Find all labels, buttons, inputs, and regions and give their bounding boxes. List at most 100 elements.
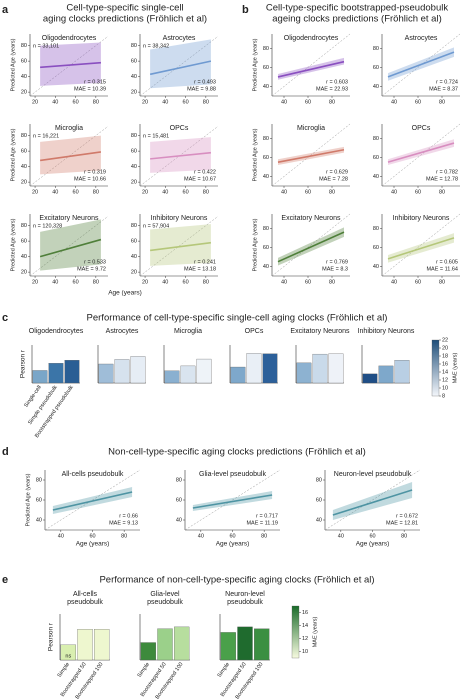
x-tick-label: 60	[415, 189, 421, 195]
panel-letter: c	[2, 312, 8, 324]
x-tick-label: 60	[183, 99, 189, 105]
identity-line	[381, 123, 461, 187]
bar	[48, 363, 64, 384]
y-tick-label: 60	[36, 497, 42, 503]
y-tick-label: 80	[36, 477, 42, 483]
bar	[237, 626, 253, 661]
fit-line	[387, 51, 455, 78]
annotation: r = 0.605	[436, 259, 458, 265]
colorbar	[291, 605, 300, 659]
fit-line	[40, 151, 102, 162]
fit-line	[387, 142, 455, 163]
chart-title: Glia-level pseudobulk	[199, 471, 266, 478]
bar	[114, 359, 130, 384]
x-tick-label: 80	[203, 189, 209, 195]
x-tick-label: 60	[305, 189, 311, 195]
annotation: MAE = 12.78	[426, 176, 458, 182]
band	[150, 39, 211, 89]
y-tick-label: 40	[36, 517, 42, 523]
x-tick-label: 80	[329, 99, 335, 105]
identity-line	[139, 36, 219, 97]
x-tick-label: 80	[401, 533, 407, 539]
x-tick-label: 40	[162, 99, 168, 105]
y-tick-label: 40	[316, 517, 322, 523]
x-tick-label: 20	[32, 279, 38, 285]
x-axis-title: Age (years)	[356, 541, 390, 548]
y-tick-label: 60	[263, 245, 269, 251]
identity-line	[324, 469, 421, 531]
x-tick-label: 60	[305, 279, 311, 285]
x-tick-label: 20	[142, 189, 148, 195]
chart-title: Inhibitory Neurons	[393, 215, 450, 222]
chart-title: pseudobulk	[147, 599, 183, 606]
chart-title: Astrocytes	[106, 328, 139, 335]
y-tick-label: 80	[316, 477, 322, 483]
x-tick-label: 60	[229, 533, 235, 539]
identity-line	[29, 216, 109, 277]
chart-title: OPCs	[245, 328, 264, 335]
band	[332, 482, 413, 520]
y-tick-label: 20	[21, 270, 27, 276]
annotation: r = 0.717	[256, 513, 278, 519]
chart-title: Oligodendrocytes	[42, 35, 97, 42]
fit-line	[387, 237, 455, 260]
x-tick-label: 80	[121, 533, 127, 539]
annotation: MAE = 11.64	[426, 266, 458, 272]
chart-title: Inhibitory Neurons	[358, 328, 415, 335]
annotation: MAE = 9.13	[109, 520, 138, 526]
x-axis-title: Age (years)	[108, 290, 142, 297]
annotation: r = 0.769	[326, 259, 348, 265]
x-tick-label: 60	[415, 99, 421, 105]
y-axis-title: Predicted Age (years)	[10, 128, 16, 181]
panel-title: Cell-type-specific single-cell	[66, 3, 183, 14]
y-tick-label: 20	[131, 270, 137, 276]
panel-letter: a	[2, 4, 9, 16]
chart-title: Neuron-level	[225, 591, 265, 598]
annotation: MAE = 8.3	[322, 266, 348, 272]
identity-line	[271, 33, 351, 97]
x-tick-label: 80	[439, 99, 445, 105]
y-tick-label: 40	[176, 517, 182, 523]
annotation: MAE = 9.72	[77, 266, 106, 272]
x-tick-label: 40	[281, 279, 287, 285]
y-tick-label: 40	[373, 264, 379, 270]
x-tick-label: 20	[142, 99, 148, 105]
colorbar-tick-label: 10	[302, 649, 308, 655]
identity-line	[29, 36, 109, 97]
y-tick-label: 60	[176, 497, 182, 503]
bar	[262, 353, 278, 384]
fit-line	[150, 241, 212, 252]
band	[40, 135, 101, 175]
x-tick-label: 60	[369, 533, 375, 539]
colorbar-title: MAE (years)	[312, 617, 318, 648]
y-tick-label: 60	[263, 155, 269, 161]
x-tick-label: Simple	[137, 662, 152, 679]
annotation: MAE = 10.67	[184, 176, 216, 182]
y-axis-title: Predicted Age (years)	[252, 218, 258, 271]
annotation: r = 0.66	[119, 513, 138, 519]
annotation: MAE = 12.81	[386, 520, 418, 526]
chart-title: Inhibitory Neurons	[151, 215, 208, 222]
annotation: n = 15,481	[143, 133, 169, 139]
bar	[180, 365, 196, 384]
panel-title: Cell-type-specific bootstrapped-pseudobu…	[266, 3, 448, 14]
y-tick-label: 60	[373, 155, 379, 161]
y-axis-title: Predicted Age (years)	[10, 218, 16, 271]
x-tick-label: Simple pseudobulk	[27, 384, 59, 426]
fit-line	[150, 151, 211, 160]
y-tick-label: 60	[131, 149, 137, 155]
y-tick-label: 20	[131, 180, 137, 186]
y-tick-label: 60	[373, 65, 379, 71]
x-tick-label: 80	[261, 533, 267, 539]
colorbar	[431, 339, 440, 397]
x-tick-label: 60	[73, 189, 79, 195]
fit-line	[149, 60, 212, 76]
bar	[164, 370, 180, 384]
x-tick-label: 40	[52, 189, 58, 195]
annotation: MAE = 10.39	[74, 86, 106, 92]
fit-line	[277, 231, 345, 263]
chart-title: Oligodendrocytes	[284, 35, 339, 42]
x-tick-label: Simple	[217, 662, 232, 679]
bar	[246, 353, 262, 384]
x-tick-label: 40	[162, 279, 168, 285]
